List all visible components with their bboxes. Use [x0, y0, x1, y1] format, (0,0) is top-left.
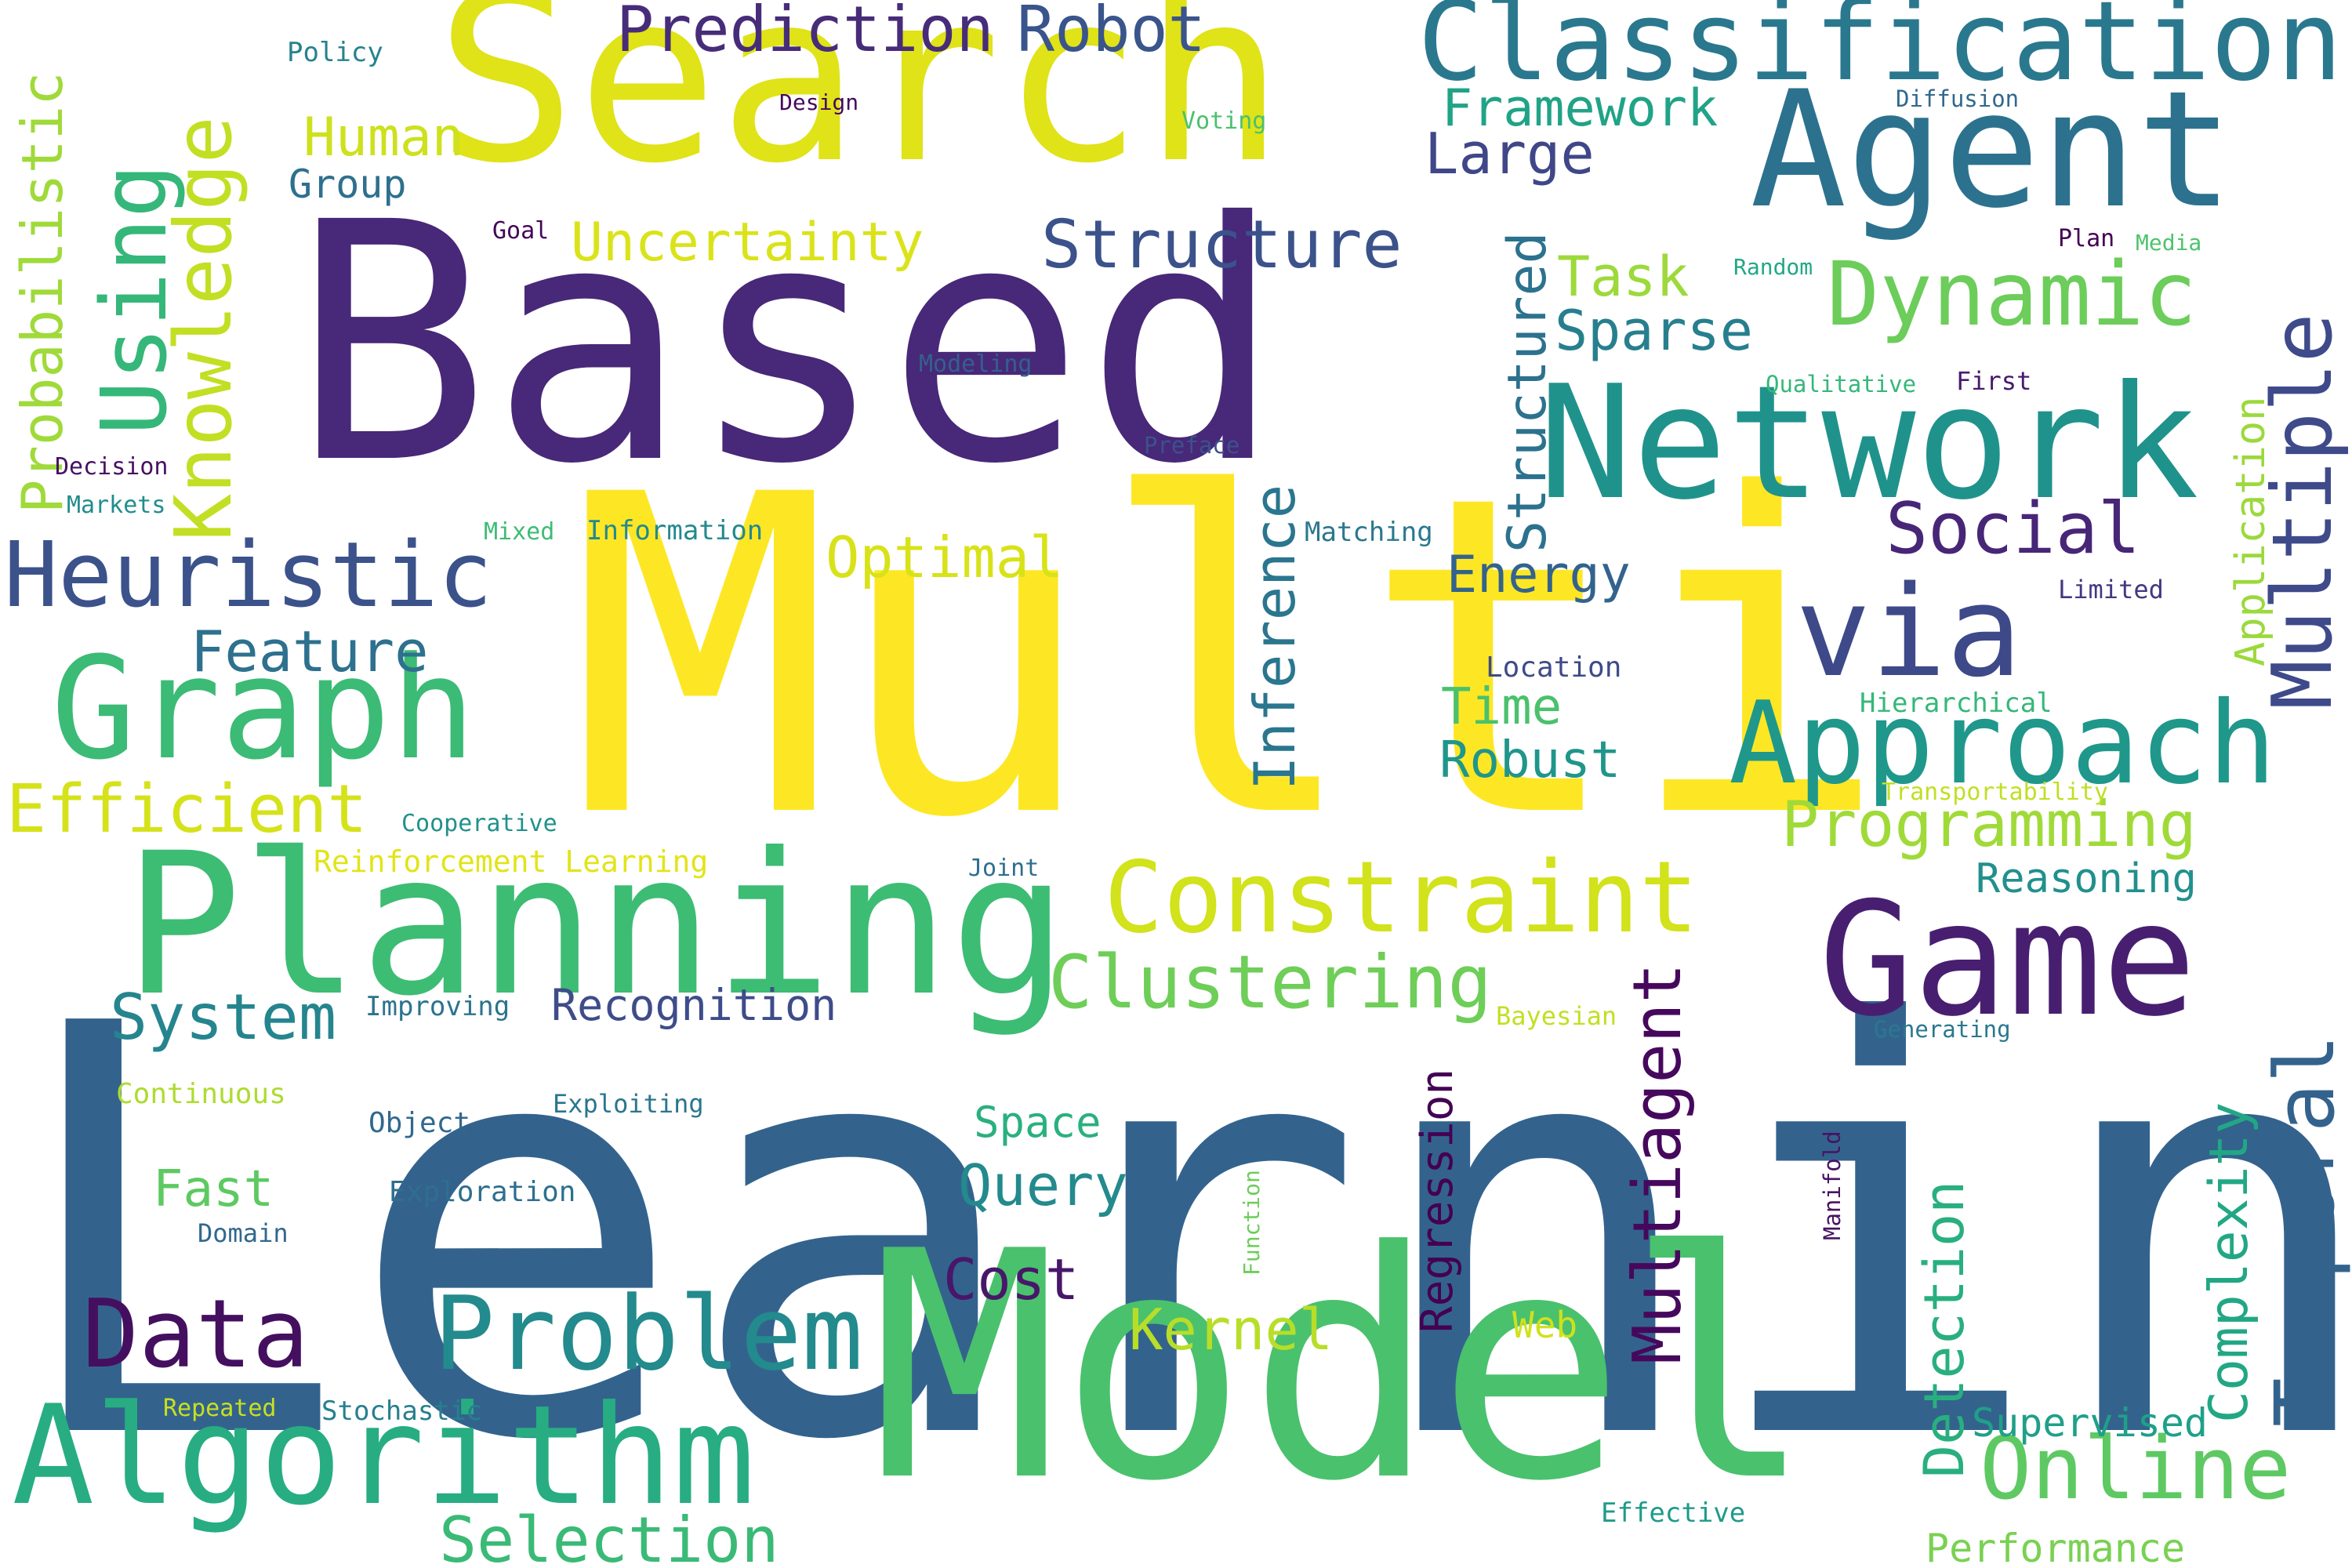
- word-dynamic: Dynamic: [1827, 244, 2198, 346]
- word-uncertainty: Uncertainty: [571, 212, 924, 274]
- word-via: via: [1795, 558, 2022, 705]
- word-plan: Plan: [2058, 225, 2115, 252]
- word-agent: Agent: [1750, 57, 2234, 244]
- word-regression: Regression: [1412, 1068, 1463, 1333]
- word-constraint: Constraint: [1104, 840, 1699, 955]
- word-cost: Cost: [943, 1247, 1080, 1312]
- word-effective: Effective: [1601, 1497, 1746, 1529]
- word-goal: Goal: [492, 217, 550, 245]
- word-cooperative: Cooperative: [401, 810, 557, 837]
- word-clustering: Clustering: [1048, 940, 1492, 1025]
- word-sparse: Sparse: [1555, 299, 1753, 363]
- word-fast: Fast: [153, 1160, 274, 1218]
- word-joint: Joint: [968, 855, 1040, 882]
- word-limited: Limited: [2058, 575, 2164, 604]
- word-manifold: Manifold: [1819, 1131, 1846, 1240]
- word-complexity: Complexity: [2198, 1102, 2260, 1423]
- word-system: System: [110, 981, 336, 1054]
- word-robot: Robot: [1017, 0, 1206, 66]
- word-probabilistic: Probabilistic: [9, 71, 75, 514]
- word-classification: Classification: [1417, 0, 2343, 106]
- word-planning: Planning: [124, 811, 1069, 1039]
- word-voting: Voting: [1181, 107, 1267, 135]
- word-matching: Matching: [1305, 517, 1433, 548]
- word-feature: Feature: [191, 619, 429, 684]
- word-hierarchical: Hierarchical: [1860, 688, 2053, 719]
- word-function: Function: [1239, 1170, 1265, 1276]
- word-performance: Performance: [1926, 1526, 2186, 1568]
- word-query: Query: [958, 1152, 1128, 1218]
- word-based: Based: [292, 153, 1283, 536]
- word-detection: Detection: [1912, 1180, 1976, 1478]
- word-qualitative: Qualitative: [1766, 371, 1917, 397]
- word-object: Object: [368, 1107, 471, 1139]
- word-heuristic: Heuristic: [4, 523, 493, 628]
- word-information: Information: [586, 515, 764, 546]
- word-structure: Structure: [1041, 206, 1403, 284]
- word-knowledge: Knowledge: [158, 116, 249, 541]
- word-energy: Energy: [1446, 546, 1631, 604]
- word-first: First: [1956, 366, 2032, 396]
- word-human: Human: [303, 107, 464, 169]
- word-online: Online: [1980, 1418, 2292, 1519]
- word-reinforcement-learning: Reinforcement Learning: [314, 844, 709, 879]
- word-prediction: Prediction: [616, 0, 994, 66]
- word-multiagent: Multiagent: [1619, 963, 1697, 1364]
- word-temporal: Temporal: [2257, 1034, 2352, 1427]
- word-programming: Programming: [1781, 788, 2197, 861]
- word-problem: Problem: [434, 1274, 863, 1393]
- word-markets: Markets: [67, 492, 166, 519]
- word-improving: Improving: [365, 991, 510, 1022]
- word-recognition: Recognition: [551, 980, 837, 1030]
- word-decision: Decision: [55, 453, 169, 481]
- word-domain: Domain: [198, 1218, 289, 1248]
- word-exploiting: Exploiting: [553, 1089, 704, 1119]
- word-group: Group: [289, 162, 407, 207]
- word-algorithm: Algorithm: [12, 1377, 756, 1536]
- word-repeated: Repeated: [163, 1395, 277, 1422]
- word-diffusion: Diffusion: [1896, 85, 2020, 112]
- word-random: Random: [1733, 254, 1813, 280]
- word-space: Space: [974, 1098, 1102, 1147]
- word-application: Application: [2227, 396, 2274, 666]
- word-social: Social: [1886, 488, 2141, 570]
- word-exploration: Exploration: [389, 1176, 576, 1208]
- word-structured: Structured: [1497, 231, 1559, 553]
- word-learning: Learning: [6, 906, 2352, 1563]
- word-preface: Preface: [1144, 432, 1240, 459]
- word-web: Web: [1512, 1304, 1578, 1346]
- word-policy: Policy: [287, 37, 383, 68]
- word-transportability: Transportability: [1882, 779, 2108, 806]
- word-design: Design: [779, 89, 859, 115]
- word-kernel: Kernel: [1129, 1297, 1334, 1363]
- word-network: Network: [1538, 352, 2199, 535]
- word-robust: Robust: [1439, 731, 1621, 789]
- word-modeling: Modeling: [919, 350, 1033, 378]
- word-time: Time: [1441, 678, 1563, 736]
- word-bayesian: Bayesian: [1496, 1001, 1617, 1031]
- word-generating: Generating: [1874, 1016, 2011, 1043]
- word-location: Location: [1486, 652, 1622, 684]
- word-media: Media: [2136, 230, 2202, 256]
- word-game: Game: [1819, 869, 2197, 1051]
- word-large: Large: [1425, 121, 1595, 187]
- word-framework: Framework: [1442, 79, 1719, 138]
- word-search: Search: [435, 0, 1285, 215]
- word-mixed: Mixed: [484, 518, 555, 546]
- word-optimal: Optimal: [826, 524, 1064, 590]
- word-task: Task: [1557, 245, 1690, 309]
- word-graph: Graph: [51, 627, 476, 791]
- word-efficient: Efficient: [6, 771, 368, 848]
- word-inference: Inference: [1242, 484, 1308, 790]
- word-stochastic: Stochastic: [321, 1396, 482, 1427]
- word-supervised: Supervised: [1972, 1400, 2209, 1446]
- word-model: Model: [870, 1185, 1815, 1550]
- word-data: Data: [82, 1280, 309, 1389]
- word-multi: Multi: [568, 403, 1890, 914]
- word-selection: Selection: [439, 1504, 779, 1568]
- word-approach: Approach: [1729, 677, 2277, 810]
- word-continuous: Continuous: [116, 1078, 286, 1110]
- word-reasoning: Reasoning: [1976, 855, 2197, 902]
